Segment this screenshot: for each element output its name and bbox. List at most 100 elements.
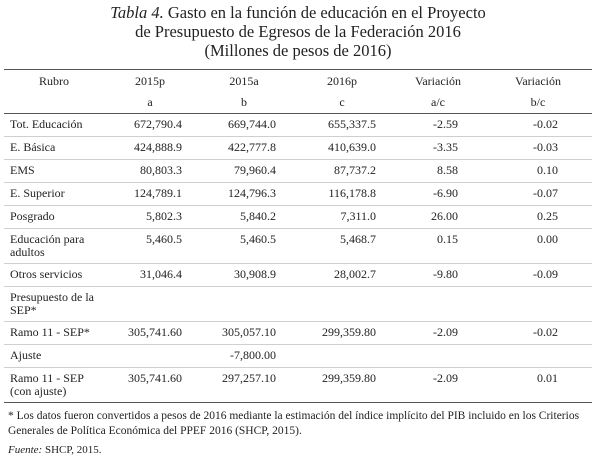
header-cell: 2015p bbox=[104, 69, 196, 92]
header-cell: a bbox=[104, 92, 196, 114]
cell: 0.00 bbox=[484, 228, 592, 264]
header-cell: 2016p bbox=[292, 69, 392, 92]
row-label: Presupuesto de la SEP* bbox=[4, 286, 104, 322]
row-label: Posgrado bbox=[4, 205, 104, 229]
table-row: E. Superior 124,789.1 124,796.3 116,178.8 -6… bbox=[4, 182, 592, 206]
cell: 5,802.3 bbox=[104, 205, 196, 229]
table-row: Ramo 11 - SEP (con ajuste) 305,741.60 297,… bbox=[4, 367, 592, 403]
table-row: Presupuesto de la SEP* bbox=[4, 286, 592, 322]
data-table: Rubro 2015p 2015a 2016p Variación Variación a b… bbox=[4, 69, 592, 403]
cell: 124,789.1 bbox=[104, 182, 196, 206]
cell: 669,744.0 bbox=[196, 113, 292, 137]
cell: 0.25 bbox=[484, 205, 592, 229]
cell: 28,002.7 bbox=[292, 263, 392, 287]
cell: -2.59 bbox=[392, 113, 484, 137]
cell: 305,741.60 bbox=[104, 367, 196, 403]
header-cell: Variación bbox=[392, 69, 484, 92]
header-cell: b bbox=[196, 92, 292, 114]
cell: 116,178.8 bbox=[292, 182, 392, 206]
cell: 0.01 bbox=[484, 367, 592, 403]
cell: 5,460.5 bbox=[104, 228, 196, 264]
cell: 299,359.80 bbox=[292, 367, 392, 403]
cell: 5,460.5 bbox=[196, 228, 292, 264]
header-row: a b c a/c b/c bbox=[4, 92, 592, 114]
row-label: E. Superior bbox=[4, 182, 104, 206]
cell: -3.35 bbox=[392, 136, 484, 160]
header-cell: b/c bbox=[484, 92, 592, 114]
cell: -0.02 bbox=[484, 321, 592, 345]
table-row: E. Básica 424,888.9 422,777.8 410,639.0 -3.3… bbox=[4, 136, 592, 160]
cell: -2.09 bbox=[392, 367, 484, 403]
table-head: Rubro 2015p 2015a 2016p Variación Variación a b… bbox=[4, 69, 592, 114]
table-row: Educación para adultos 5,460.5 5,460.5 5,46… bbox=[4, 228, 592, 264]
header-cell: Rubro bbox=[4, 69, 104, 92]
source-label: Fuente: bbox=[8, 444, 43, 456]
cell bbox=[484, 286, 592, 322]
cell: 7,311.0 bbox=[292, 205, 392, 229]
cell bbox=[196, 286, 292, 322]
cell bbox=[392, 344, 484, 368]
cell: 124,796.3 bbox=[196, 182, 292, 206]
cell: 672,790.4 bbox=[104, 113, 196, 137]
cell: -0.07 bbox=[484, 182, 592, 206]
cell: -0.03 bbox=[484, 136, 592, 160]
cell: 87,737.2 bbox=[292, 159, 392, 183]
cell: 30,908.9 bbox=[196, 263, 292, 287]
row-label: Tot. Educación bbox=[4, 113, 104, 137]
row-label: Ramo 11 - SEP* bbox=[4, 321, 104, 345]
cell: 305,057.10 bbox=[196, 321, 292, 345]
header-cell: Variación bbox=[484, 69, 592, 92]
table-row: Posgrado 5,802.3 5,840.2 7,311.0 26.00 0.25 bbox=[4, 205, 592, 229]
title-line: de Presupuesto de Egresos de la Federaci… bbox=[135, 22, 461, 41]
cell: 8.58 bbox=[392, 159, 484, 183]
cell: 297,257.10 bbox=[196, 367, 292, 403]
cell: 424,888.9 bbox=[104, 136, 196, 160]
table-body: Tot. Educación 672,790.4 669,744.0 655,337.… bbox=[4, 113, 592, 403]
header-cell: 2015a bbox=[196, 69, 292, 92]
title-line: (Millones de pesos de 2016) bbox=[204, 41, 392, 60]
title-line: Tabla 4. Gasto en la función de educació… bbox=[0, 3, 596, 22]
cell: 410,639.0 bbox=[292, 136, 392, 160]
cell: 5,468.7 bbox=[292, 228, 392, 264]
cell bbox=[484, 344, 592, 368]
cell bbox=[104, 286, 196, 322]
row-label: Educación para adultos bbox=[4, 228, 104, 264]
cell: -2.09 bbox=[392, 321, 484, 345]
cell: 79,960.4 bbox=[196, 159, 292, 183]
header-cell: c bbox=[292, 92, 392, 114]
cell: -0.09 bbox=[484, 263, 592, 287]
cell: 26.00 bbox=[392, 205, 484, 229]
table-row: EMS 80,803.3 79,960.4 87,737.2 8.58 0.10 bbox=[4, 159, 592, 183]
cell: 31,046.4 bbox=[104, 263, 196, 287]
row-label: Otros servicios bbox=[4, 263, 104, 287]
header-row: Rubro 2015p 2015a 2016p Variación Variación bbox=[4, 69, 592, 92]
title: Tabla 4. Gasto en la función de educació… bbox=[0, 0, 596, 60]
table-row: Otros servicios 31,046.4 30,908.9 28,002.7-… bbox=[4, 263, 592, 287]
header-cell bbox=[4, 92, 104, 114]
row-label: Ajuste bbox=[4, 344, 104, 368]
row-label: Ramo 11 - SEP (con ajuste) bbox=[4, 367, 104, 403]
table-row: Ramo 11 - SEP* 305,741.60 305,057.10 299,35… bbox=[4, 321, 592, 345]
row-label: E. Básica bbox=[4, 136, 104, 160]
table-row: Tot. Educación 672,790.4 669,744.0 655,337.… bbox=[4, 113, 592, 137]
title-text: Gasto en la función de educación en el P… bbox=[167, 3, 486, 22]
cell: -0.02 bbox=[484, 113, 592, 137]
cell: -6.90 bbox=[392, 182, 484, 206]
cell bbox=[392, 286, 484, 322]
source-text: SHCP, 2015. bbox=[44, 444, 102, 456]
cell: 5,840.2 bbox=[196, 205, 292, 229]
table-row: Ajuste -7,800.00 bbox=[4, 344, 592, 368]
cell: 80,803.3 bbox=[104, 159, 196, 183]
cell bbox=[292, 344, 392, 368]
row-label: EMS bbox=[4, 159, 104, 183]
cell: 655,337.5 bbox=[292, 113, 392, 137]
cell: 299,359.80 bbox=[292, 321, 392, 345]
cell: -9.80 bbox=[392, 263, 484, 287]
source: Fuente: SHCP, 2015. bbox=[8, 444, 588, 456]
footnote: * Los datos fueron convertidos a pesos d… bbox=[8, 410, 580, 437]
cell: 0.10 bbox=[484, 159, 592, 183]
title-label: Tabla 4. bbox=[110, 3, 164, 22]
cell: 0.15 bbox=[392, 228, 484, 264]
cell: 305,741.60 bbox=[104, 321, 196, 345]
